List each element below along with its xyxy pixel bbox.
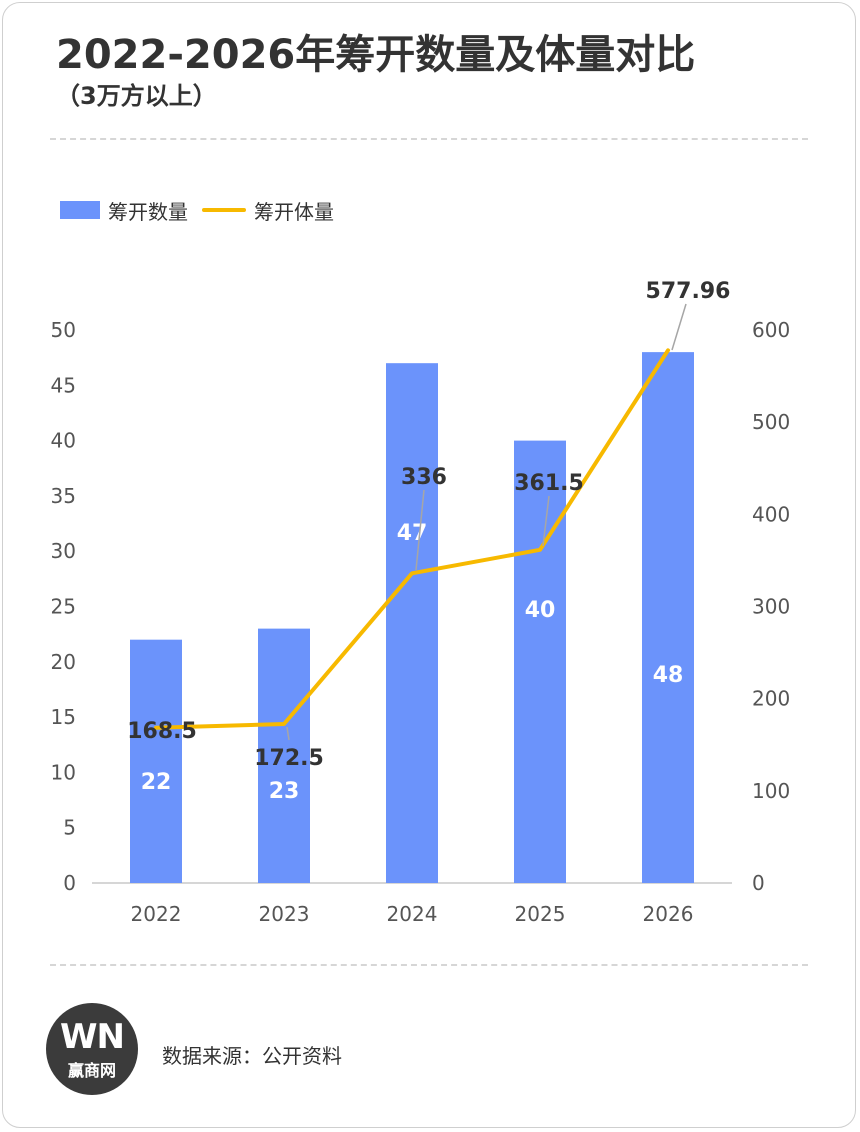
line-value-label: 577.96 (646, 279, 731, 304)
line-value-label: 172.5 (254, 746, 324, 771)
x-axis-tick-label: 2023 (259, 902, 310, 926)
legend-bar-swatch (60, 201, 100, 219)
x-axis-tick-label: 2025 (515, 902, 566, 926)
left-axis-tick-label: 10 (51, 760, 76, 784)
right-axis-tick-label: 300 (752, 595, 790, 619)
line-value-label: 168.5 (127, 719, 197, 744)
left-axis-tick-label: 0 (63, 871, 76, 895)
line-series (154, 348, 670, 730)
bar-value-label: 48 (653, 663, 684, 688)
x-axis-tick-label: 2024 (387, 902, 438, 926)
line-label-leader (671, 303, 687, 351)
brand-logo-mark: WN (60, 1017, 125, 1057)
line-label-leader (415, 489, 425, 571)
right-axis-tick-label: 100 (752, 779, 790, 803)
chart-subtitle: （3万方以上） (56, 82, 217, 110)
legend-bar-label: 筹开数量 (108, 199, 188, 224)
bar-value-label: 22 (141, 770, 172, 795)
line-value-label: 361.5 (514, 471, 584, 496)
right-axis-tick-label: 400 (752, 502, 790, 526)
legend: 筹开数量 筹开体量 (60, 196, 334, 224)
bar (258, 628, 310, 883)
right-axis-tick-label: 200 (752, 687, 790, 711)
left-axis-tick-label: 20 (51, 650, 76, 674)
chart-title: 2022-2026年筹开数量及体量对比 (56, 32, 696, 78)
brand-logo: WN 赢商网 (46, 1003, 138, 1095)
right-axis-tick-label: 0 (752, 871, 765, 895)
top-divider (50, 138, 808, 140)
x-axis-tick-label: 2026 (643, 902, 694, 926)
bar (130, 639, 182, 883)
legend-line-label: 筹开体量 (254, 199, 334, 224)
left-axis-tick-label: 40 (51, 429, 76, 453)
left-axis-tick-label: 30 (51, 539, 76, 563)
left-axis-tick-label: 5 (63, 816, 76, 840)
left-axis-tick-label: 50 (51, 318, 76, 342)
right-axis-tick-label: 600 (752, 318, 790, 342)
line-label-leader (286, 726, 290, 741)
x-axis-tick-label: 2022 (131, 902, 182, 926)
line-value-label: 336 (401, 465, 447, 490)
data-source: 数据来源：公开资料 (162, 1044, 342, 1068)
bar (514, 440, 566, 883)
bar-value-label: 40 (525, 598, 556, 623)
left-axis-tick-label: 25 (51, 595, 76, 619)
right-axis-tick-label: 500 (752, 410, 790, 434)
legend-line-swatch (202, 208, 246, 212)
bar (386, 363, 438, 883)
line-label-leader (542, 495, 550, 547)
left-axis-tick-label: 15 (51, 705, 76, 729)
bar (642, 352, 694, 883)
left-axis-tick-label: 45 (51, 373, 76, 397)
brand-logo-text: 赢商网 (67, 1061, 116, 1080)
bar-value-label: 47 (397, 521, 428, 546)
bar-value-label: 23 (269, 779, 300, 804)
left-axis-tick-label: 35 (51, 484, 76, 508)
bottom-divider (50, 964, 808, 966)
